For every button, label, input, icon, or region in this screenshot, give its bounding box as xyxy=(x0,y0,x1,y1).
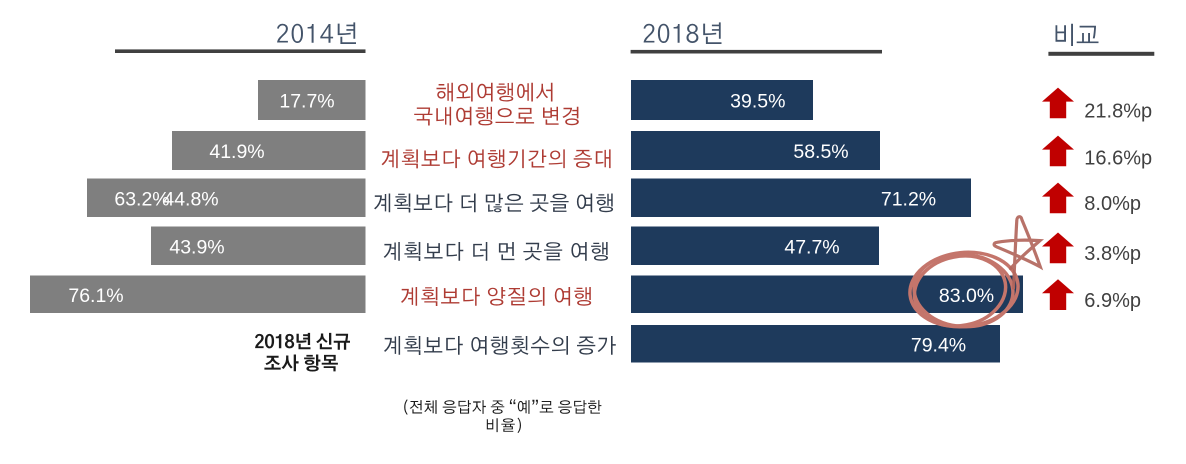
svg-text:41.9%: 41.9% xyxy=(209,141,264,163)
svg-text:76.1%: 76.1% xyxy=(68,285,123,307)
svg-text:39.5%: 39.5% xyxy=(730,91,785,113)
svg-text:83.0%: 83.0% xyxy=(939,285,994,307)
svg-text:71.2%: 71.2% xyxy=(881,188,936,210)
svg-text:58.5%: 58.5% xyxy=(793,141,848,163)
svg-text:79.4%: 79.4% xyxy=(911,334,966,356)
svg-text:16.6%p: 16.6%p xyxy=(1084,148,1152,170)
svg-text:44.8%: 44.8% xyxy=(163,188,218,210)
svg-text:17.7%: 17.7% xyxy=(279,91,334,113)
svg-text:63.2%: 63.2% xyxy=(114,188,169,210)
svg-text:6.9%p: 6.9%p xyxy=(1084,290,1141,312)
svg-text:43.9%: 43.9% xyxy=(169,236,224,258)
svg-text:3.8%p: 3.8%p xyxy=(1084,243,1141,265)
svg-text:8.0%p: 8.0%p xyxy=(1084,193,1141,215)
svg-text:21.8%p: 21.8%p xyxy=(1084,101,1152,123)
svg-text:47.7%: 47.7% xyxy=(784,236,839,258)
